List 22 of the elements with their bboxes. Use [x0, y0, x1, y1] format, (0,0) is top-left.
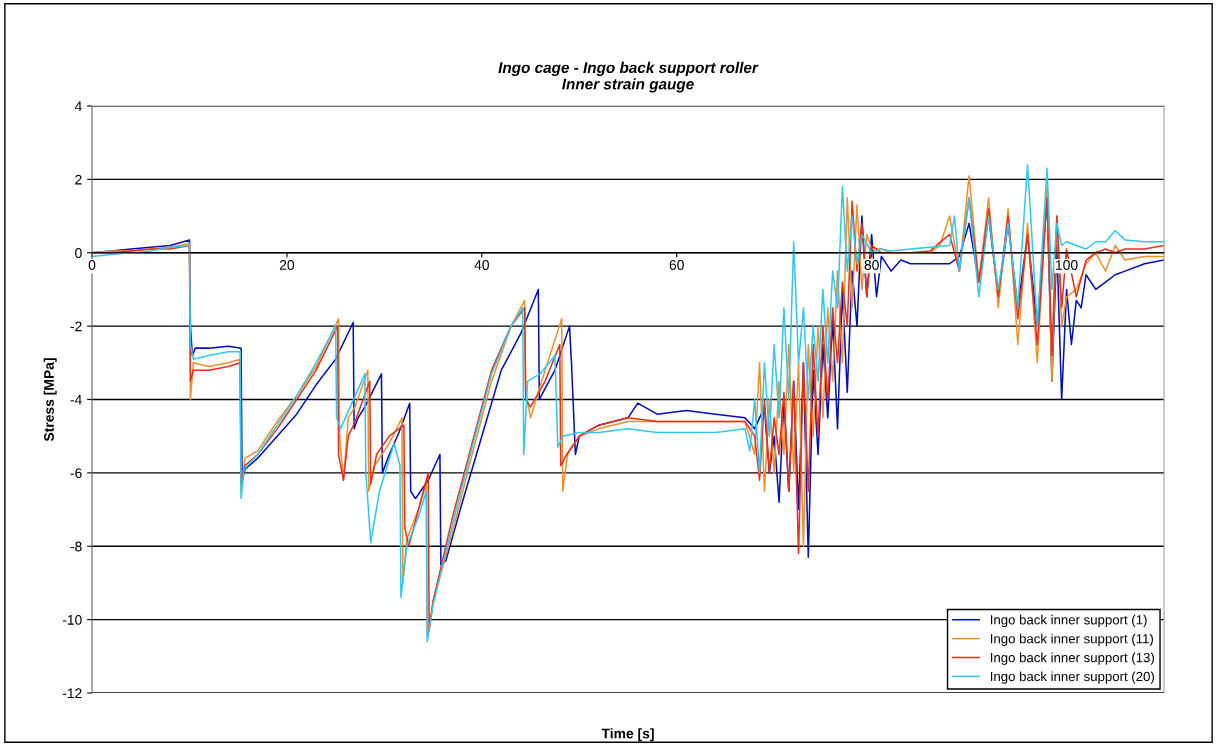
y-tick-label: -6 [70, 468, 82, 479]
legend-label: Ingo back inner support (11) [990, 633, 1153, 646]
y-axis-title: Stress [MPa] [43, 358, 57, 442]
x-tick-label: 80 [864, 260, 879, 270]
legend-label: Ingo back inner support (1) [990, 614, 1147, 628]
y-tick-label: -4 [70, 394, 82, 405]
y-tick-label: 2 [75, 174, 82, 185]
y-tick-label: -8 [70, 541, 82, 552]
y-tick-label: -2 [70, 321, 82, 332]
x-tick-label: 40 [474, 260, 489, 270]
x-tick-label: 100 [1056, 260, 1078, 270]
x-tick-label: 20 [279, 260, 295, 270]
y-tick-label: -12 [62, 688, 82, 699]
legend-label: Ingo back inner support (13) [990, 652, 1154, 665]
legend-label: Ingo back inner support (20) [990, 671, 1154, 684]
x-axis-title: Time [s] [601, 728, 654, 742]
y-tick-label: -10 [62, 614, 82, 625]
x-tick-label: 0 [88, 260, 96, 270]
y-tick-label: 0 [75, 248, 82, 258]
chart-title: Ingo cage - Ingo back support roller Inner strain gauge [498, 61, 759, 93]
y-tick-label: 4 [74, 101, 82, 112]
x-tick-label: 60 [669, 260, 684, 270]
